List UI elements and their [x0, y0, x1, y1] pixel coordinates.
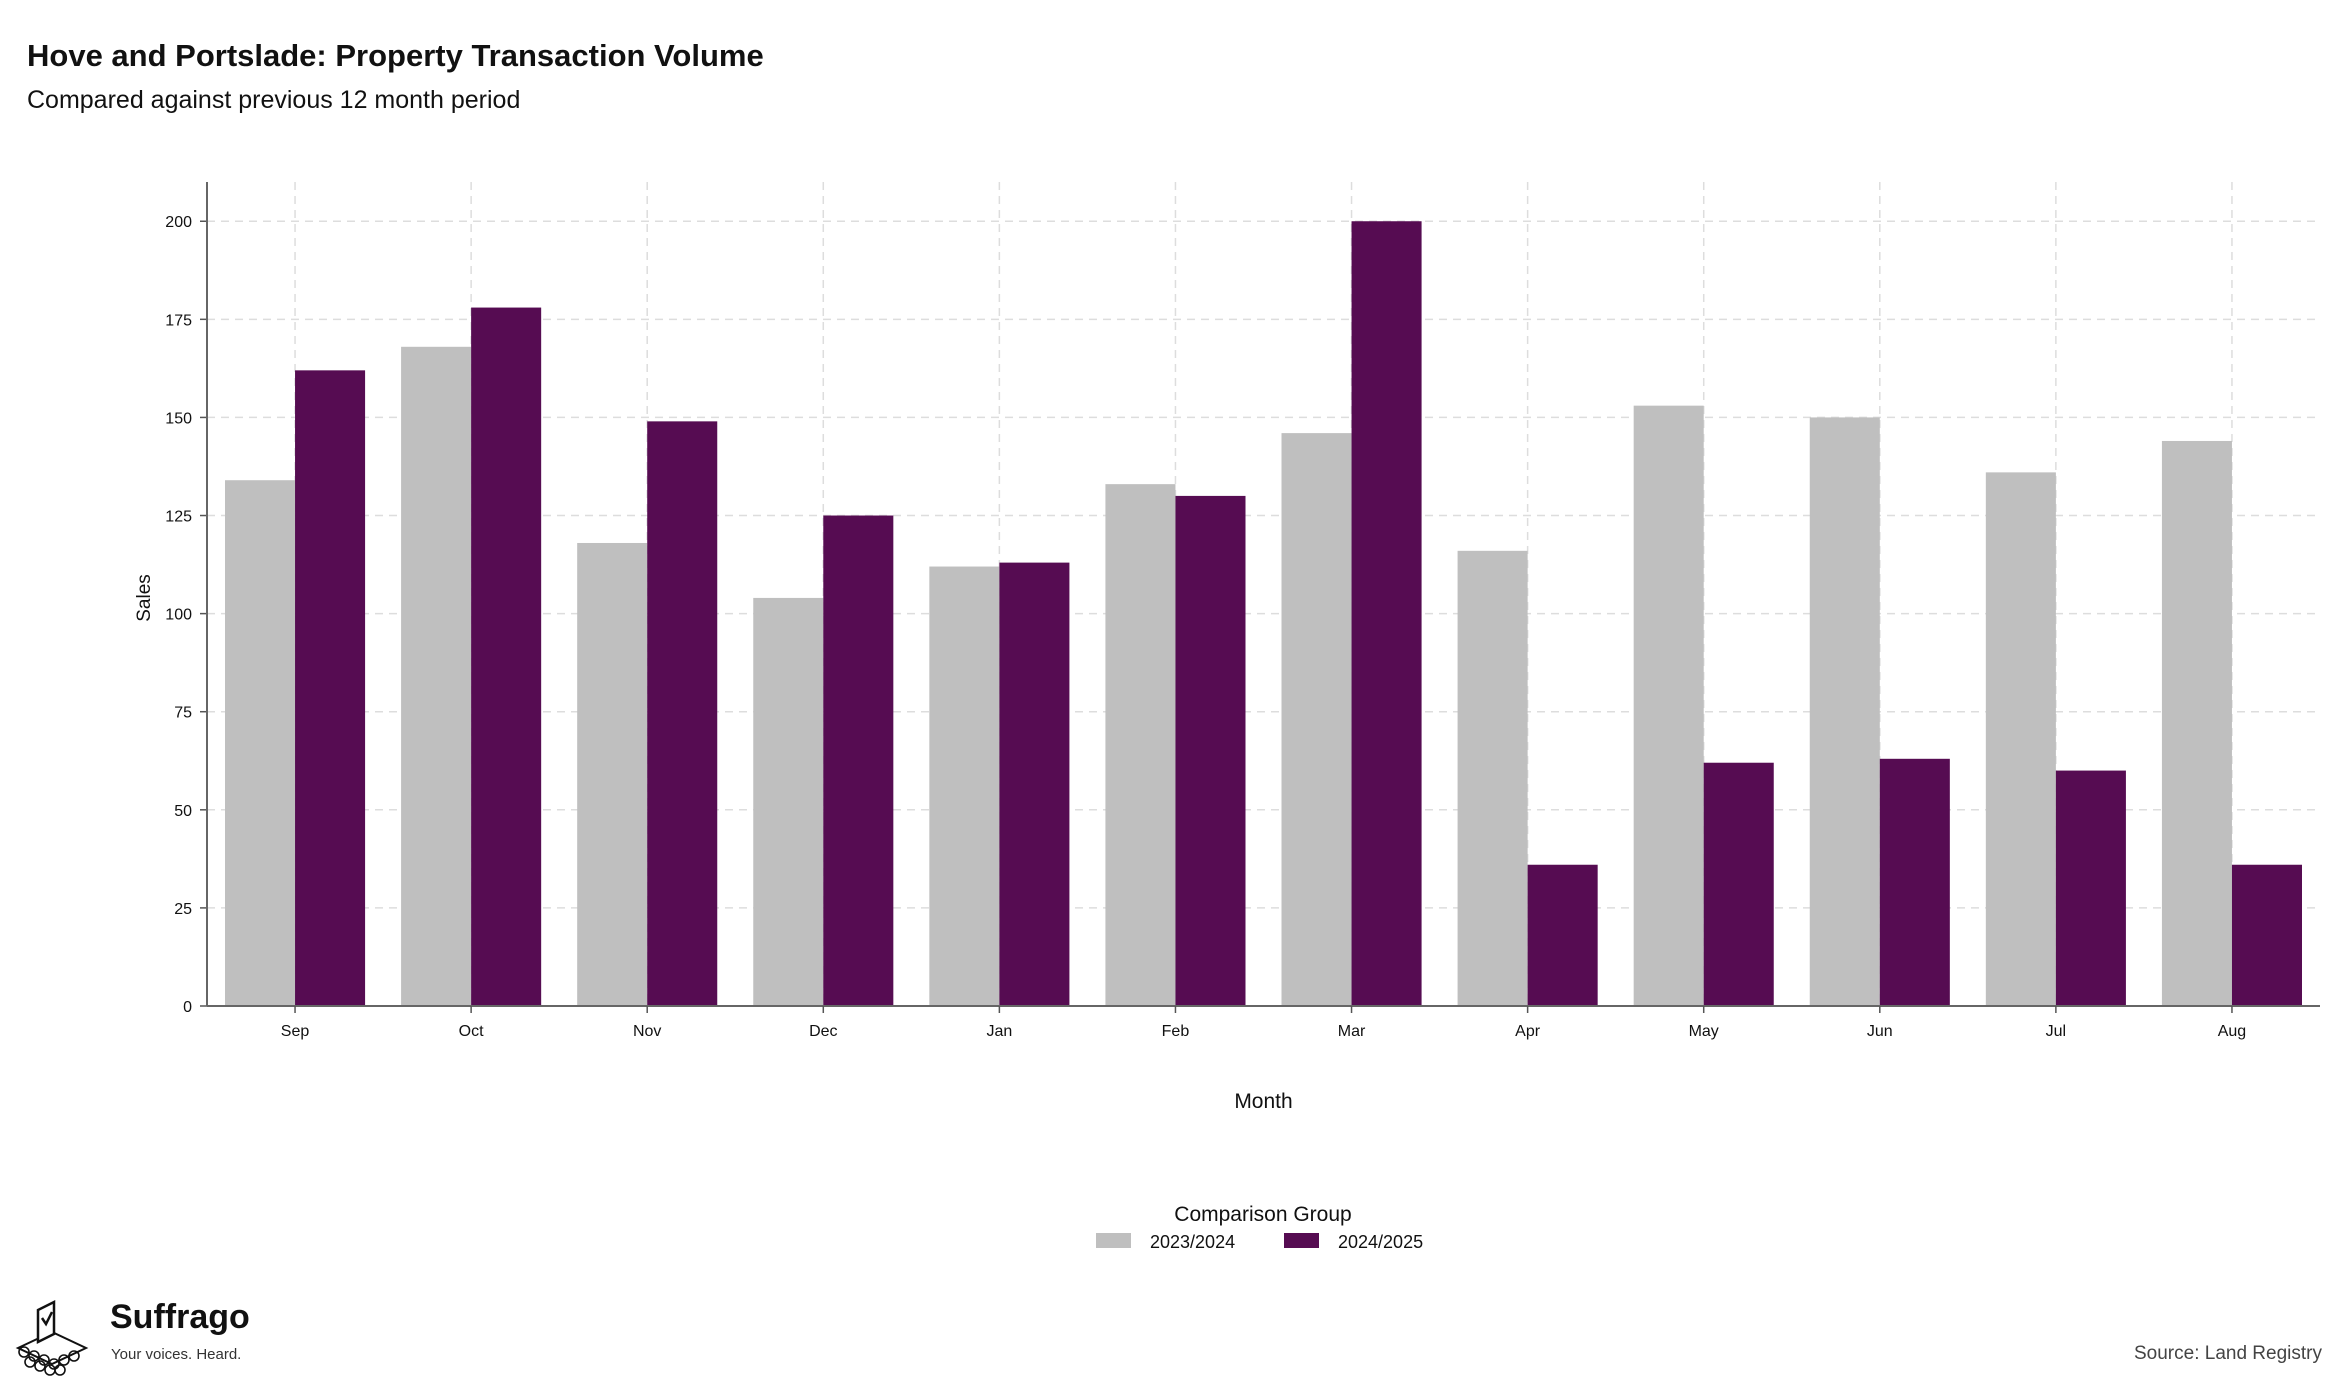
y-tick-label: 125 [165, 509, 192, 526]
y-tick-label: 25 [174, 901, 192, 918]
bar-2024-2025-may [1703, 762, 1774, 1006]
bar-2023-2024-may [1633, 405, 1704, 1007]
legend-label-0: 2023/2024 [1150, 1232, 1235, 1252]
bar-2024-2025-jul [2055, 770, 2126, 1006]
bar-2023-2024-mar [1281, 433, 1352, 1007]
x-tick-label-jan: Jan [986, 1023, 1012, 1040]
bar-2024-2025-sep [295, 370, 366, 1006]
y-tick-label: 50 [174, 803, 192, 820]
chart-subtitle: Compared against previous 12 month perio… [27, 86, 521, 114]
bar-2023-2024-nov [577, 542, 648, 1006]
x-tick-label-mar: Mar [1338, 1023, 1366, 1040]
y-tick-label: 150 [165, 410, 192, 427]
y-tick-label: 100 [165, 607, 192, 624]
bar-2023-2024-feb [1105, 484, 1176, 1007]
bar-2024-2025-nov [647, 421, 718, 1006]
bar-2024-2025-mar [1351, 221, 1422, 1006]
x-tick-label-feb: Feb [1162, 1023, 1190, 1040]
bar-2023-2024-jan [929, 566, 1000, 1006]
bar-2024-2025-dec [823, 515, 894, 1006]
bar-2023-2024-dec [753, 597, 824, 1006]
x-tick-label-apr: Apr [1515, 1023, 1541, 1040]
y-tick-label: 0 [183, 999, 192, 1016]
x-tick-label-jul: Jul [2046, 1023, 2066, 1040]
y-tick-label: 200 [165, 214, 192, 231]
legend-title: Comparison Group [1174, 1203, 1351, 1226]
x-tick-label-nov: Nov [633, 1023, 661, 1040]
bar-chart: 0 25 50 75 100 125 150 175 200 Sep Oct Nov Dec Jan Feb… [134, 182, 2320, 1252]
x-tick-label-sep: Sep [281, 1023, 310, 1040]
logo-tagline: Your voices. Heard. [111, 1346, 242, 1363]
bar-2024-2025-feb [1175, 495, 1246, 1006]
bar-2024-2025-oct [471, 307, 542, 1006]
x-tick-label-aug: Aug [2218, 1023, 2246, 1040]
suffrago-logo: Suffrago Your voices. Heard. [14, 1296, 274, 1376]
source-note: Source: Land Registry [2134, 1343, 2322, 1364]
y-tick-label: 175 [165, 312, 192, 329]
x-tick-label-dec: Dec [809, 1023, 837, 1040]
x-tick-label-oct: Oct [459, 1023, 484, 1040]
bar-2023-2024-aug [2161, 440, 2232, 1006]
bar-2023-2024-jun [1809, 417, 1880, 1006]
ballot-box-icon [15, 1299, 89, 1376]
legend-swatch-1 [1284, 1233, 1319, 1248]
y-tick-label: 75 [174, 705, 192, 722]
logo-name: Suffrago [110, 1298, 250, 1336]
chart-title: Hove and Portslade: Property Transaction… [27, 38, 764, 73]
legend-label-1: 2024/2025 [1338, 1232, 1423, 1252]
x-tick-label-jun: Jun [1867, 1023, 1893, 1040]
bar-2023-2024-apr [1457, 550, 1528, 1006]
bar-2023-2024-oct [401, 346, 472, 1006]
x-axis-title: Month [1234, 1090, 1292, 1113]
legend-swatch-0 [1096, 1233, 1131, 1248]
x-tick-label-may: May [1689, 1023, 1719, 1040]
bar-2024-2025-apr [1527, 864, 1598, 1006]
bar-2024-2025-aug [2231, 864, 2302, 1006]
bar-2023-2024-jul [1985, 472, 2056, 1006]
bar-2024-2025-jun [1879, 758, 1950, 1006]
bar-2023-2024-sep [225, 480, 296, 1006]
bar-2024-2025-jan [999, 562, 1070, 1006]
y-axis-title: Sales [134, 574, 155, 622]
